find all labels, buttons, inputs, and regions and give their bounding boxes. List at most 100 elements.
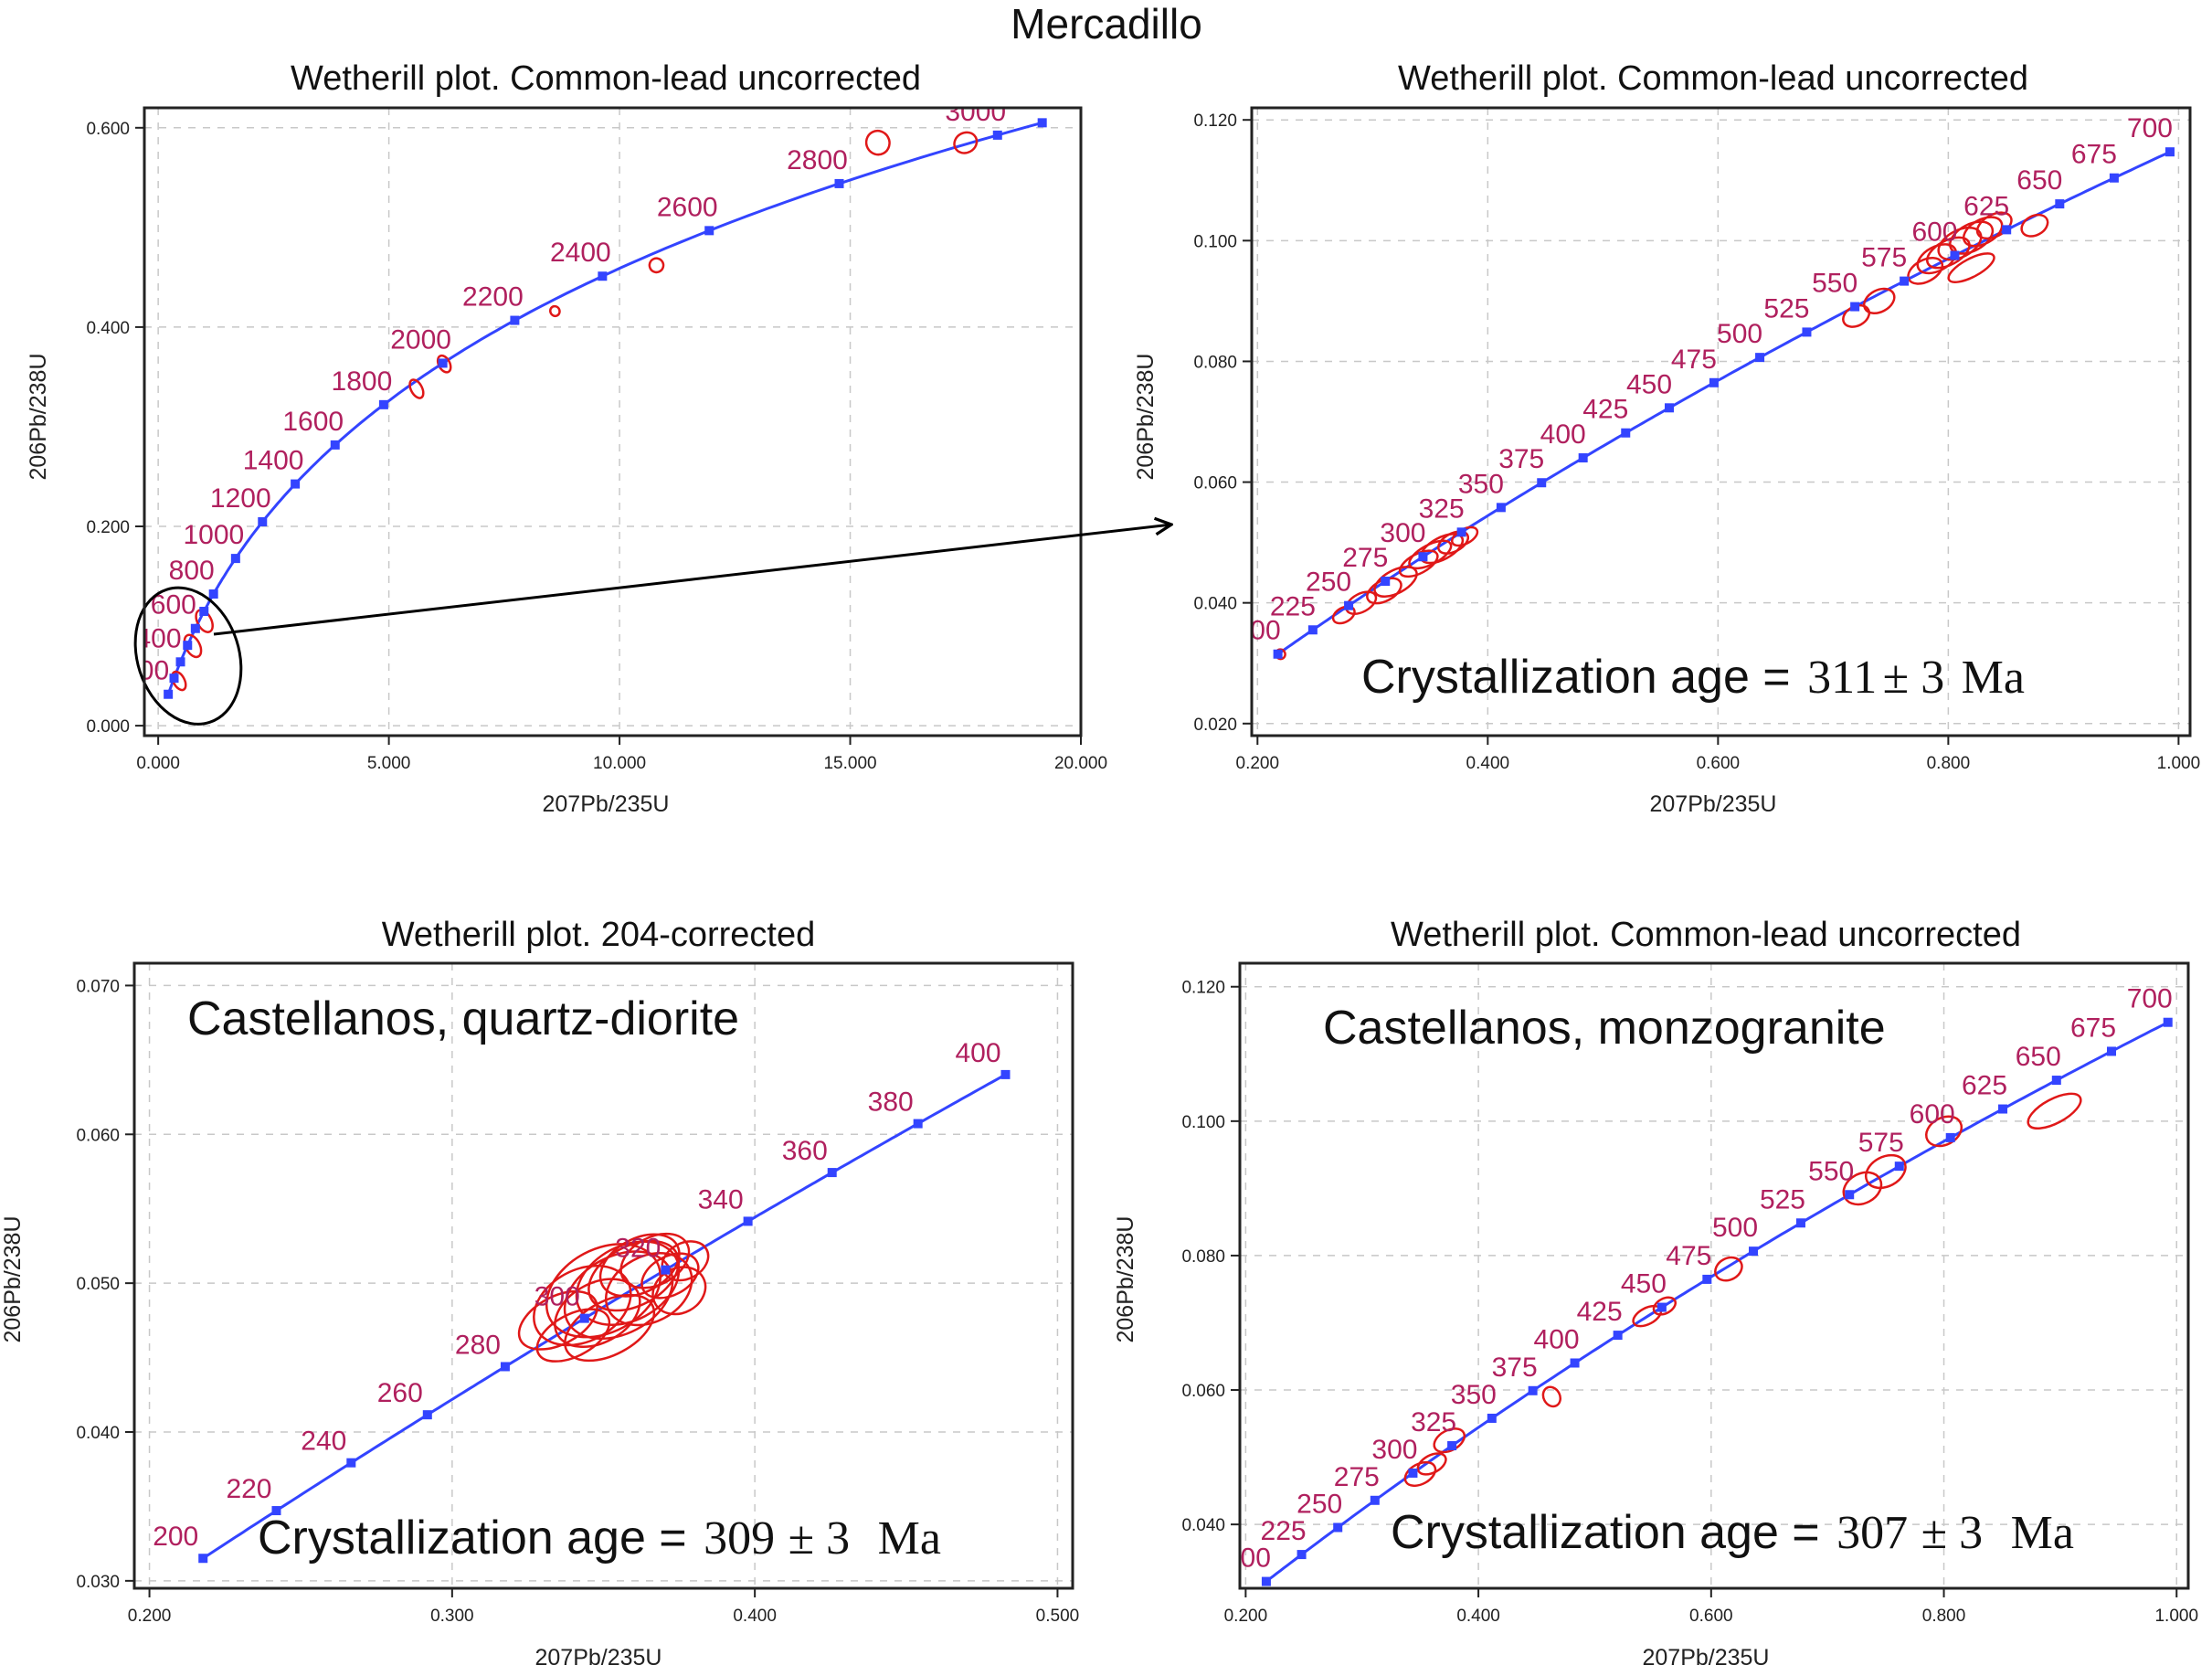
concordia-age-label: 400 <box>135 623 181 653</box>
concordia-age-marker <box>1537 478 1547 488</box>
concordia-age-marker <box>2163 1017 2173 1027</box>
concordia-age-label: 2400 <box>550 238 611 268</box>
concordia-age-label: 250 <box>1297 1489 1342 1519</box>
concordia-age-marker <box>1456 527 1466 537</box>
y-axis-label: 206Pb/238U <box>26 353 51 480</box>
concordia-age-marker <box>175 657 185 667</box>
error-ellipse <box>1916 243 1957 275</box>
concordia-age-label: 400 <box>955 1038 1000 1068</box>
concordia-age-label: 340 <box>698 1184 744 1215</box>
error-ellipse <box>171 670 187 692</box>
concordia-age-label: 2000 <box>390 324 451 355</box>
concordia-age-marker <box>2051 1076 2061 1086</box>
concordia-age-label: 625 <box>1963 191 2009 221</box>
concordia-age-label: 300 <box>1371 1435 1417 1465</box>
concordia-age-marker <box>1945 1132 1955 1142</box>
x-axis-label: 207Pb/235U <box>1642 1645 1769 1671</box>
y-tick-label: 0.080 <box>1193 353 1237 372</box>
age-annotation-unit: Ma <box>1962 652 2025 704</box>
concordia-age-label: 225 <box>1261 1516 1307 1546</box>
error-ellipse <box>1652 1296 1677 1316</box>
concordia-age-label: 550 <box>1808 1156 1854 1186</box>
concordia-age-label: 575 <box>1858 1128 1904 1158</box>
age-annotation-value: 311 <box>1807 652 1877 704</box>
concordia-age-marker <box>1570 1358 1580 1368</box>
x-tick-label: 0.200 <box>1236 754 1280 773</box>
concordia-age-label: 650 <box>2016 1042 2061 1072</box>
error-ellipse <box>648 257 665 274</box>
concordia-age-marker <box>1950 250 1960 260</box>
concordia-age-label: 350 <box>1451 1380 1497 1410</box>
concordia-age-marker <box>1418 552 1428 562</box>
concordia-age-label: 675 <box>2070 1013 2116 1043</box>
panel-title: Wetherill plot. Common-lead uncorrected <box>291 59 921 98</box>
y-tick-label: 0.060 <box>1193 474 1237 493</box>
concordia-age-label: 600 <box>1911 217 1957 248</box>
plot-area: 0.200 0.400 0.600 0.800 1.000 0.020 0.040 0.060… <box>1193 106 2201 773</box>
zoom-arrow <box>213 525 1171 636</box>
y-tick-label: 0.060 <box>76 1126 120 1145</box>
concordia-age-marker <box>1850 302 1860 312</box>
error-ellipse <box>1437 530 1470 555</box>
crystallization-age-annotation: Crystallization age = 307 ± 3 Ma <box>1391 1506 2074 1559</box>
x-tick-label: 0.000 <box>136 754 180 773</box>
plot-area: 0.200 0.400 0.600 0.800 1.000 0.040 0.060 0.080… <box>1181 961 2198 1626</box>
plot-background <box>134 963 1073 1588</box>
concordia-age-marker <box>271 1506 281 1516</box>
concordia-age-label: 450 <box>1621 1269 1667 1299</box>
plot-area: 0.200 0.300 0.400 0.500 0.030 0.040 0.050 0.060… <box>76 961 1079 1626</box>
x-tick-label: 1.000 <box>2154 1607 2198 1626</box>
panel-top-right: Wetherill plot. Common-lead uncorrected … <box>1133 59 2200 817</box>
concordia-age-marker <box>422 1410 432 1420</box>
concordia-age-marker <box>1528 1385 1538 1395</box>
y-tick-label: 0.080 <box>1181 1247 1225 1267</box>
y-tick-label: 0.020 <box>1193 716 1237 735</box>
plot-frame <box>132 961 1074 1590</box>
plot-frame <box>1250 106 2192 737</box>
concordia-age-label: 475 <box>1666 1241 1711 1271</box>
error-ellipse <box>548 304 561 318</box>
age-annotation-error: ± 3 <box>1883 652 1945 704</box>
concordia-age-label: 380 <box>868 1087 914 1118</box>
concordia-age-label: 400 <box>1540 419 1586 450</box>
concordia-age-marker <box>438 358 448 368</box>
plot-content: 200 220 240 260 280 300 320 340 360 380 400 <box>153 1038 1011 1564</box>
concordia-age-marker <box>1307 625 1318 635</box>
concordia-age-label: 300 <box>1380 518 1425 548</box>
x-tick-label: 0.300 <box>430 1607 474 1626</box>
plot-background <box>1252 108 2190 736</box>
y-tick-label: 0.070 <box>76 977 120 996</box>
plot-area: 0.000 5.000 10.000 15.000 20.000 0.000 0.200 0.… <box>86 106 1107 773</box>
error-ellipse <box>1937 226 1983 261</box>
x-tick-label: 5.000 <box>367 754 411 773</box>
y-tick-label: 0.040 <box>1181 1516 1225 1535</box>
concordia-age-marker <box>1381 577 1391 587</box>
x-tick-label: 1.000 <box>2157 754 2201 773</box>
y-tick-label: 0.050 <box>76 1275 120 1294</box>
concordia-age-marker <box>704 226 714 236</box>
concordia-age-marker <box>1261 1576 1271 1586</box>
error-ellipse <box>1403 1460 1437 1488</box>
error-ellipse <box>1907 256 1944 285</box>
concordia-age-label: 325 <box>1411 1407 1456 1437</box>
error-ellipse <box>953 131 979 154</box>
concordia-age-label: 500 <box>1717 319 1762 349</box>
concordia-age-marker <box>1709 377 1719 387</box>
age-annotation-label: Crystallization age = <box>1391 1506 1820 1559</box>
concordia-age-label: 600 <box>1910 1099 1955 1130</box>
x-tick-label: 15.000 <box>823 754 876 773</box>
concordia-age-label: 280 <box>455 1330 501 1360</box>
x-tick-label: 0.600 <box>1689 1607 1733 1626</box>
age-annotation-value: 309 <box>704 1512 775 1565</box>
concordia-age-label: 500 <box>1712 1213 1758 1243</box>
sample-label: Castellanos, quartz-diorite <box>187 992 739 1045</box>
x-axis-label: 207Pb/235U <box>542 791 669 817</box>
concordia-age-marker <box>1998 1104 2008 1114</box>
concordia-age-marker <box>378 399 388 409</box>
error-ellipse <box>1925 1115 1963 1148</box>
x-tick-label: 20.000 <box>1054 754 1107 773</box>
y-tick-label: 0.120 <box>1193 111 1237 131</box>
error-ellipse <box>1373 566 1418 599</box>
concordia-age-marker <box>1802 327 1812 337</box>
concordia-age-marker <box>510 315 520 325</box>
